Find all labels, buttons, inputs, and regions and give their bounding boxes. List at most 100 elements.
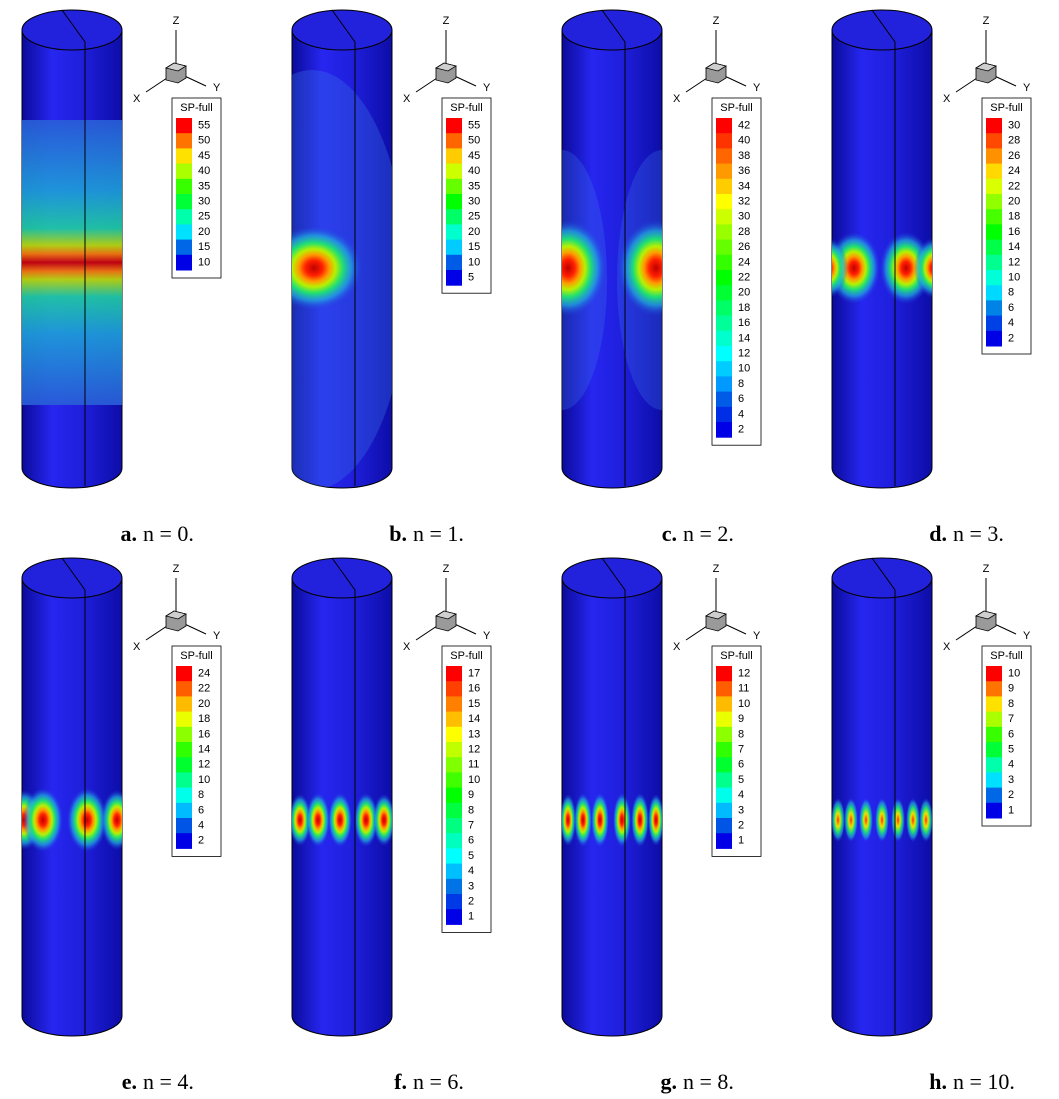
legend-swatch — [986, 118, 1002, 134]
legend-label: 22 — [738, 272, 750, 284]
contour-blob — [613, 793, 631, 847]
contour-halo — [562, 150, 607, 410]
seam-line — [871, 9, 896, 43]
cylinder-top — [831, 9, 933, 51]
legend-label: 2 — [1008, 332, 1014, 344]
cylinder-top — [21, 557, 123, 599]
axis-label: Z — [713, 563, 720, 575]
legend-title: SP-full — [180, 650, 212, 662]
legend-swatch — [716, 361, 732, 377]
legend-swatch — [986, 285, 1002, 301]
axis-label: Z — [173, 15, 180, 27]
cylinder-top — [291, 9, 393, 51]
legend-label: 9 — [1008, 683, 1014, 695]
legend-swatch — [176, 711, 192, 728]
legend-label: 6 — [1008, 728, 1014, 740]
axis-label: Z — [983, 563, 990, 575]
caption-text: n = 2. — [683, 521, 734, 546]
legend-label: 10 — [468, 774, 480, 786]
legend-label: 13 — [468, 728, 480, 740]
legend-swatch — [446, 787, 462, 804]
legend-swatch — [986, 133, 1002, 149]
legend-label: 22 — [198, 683, 210, 695]
legend-label: 55 — [468, 120, 480, 132]
legend-label: 15 — [198, 241, 210, 253]
legend-label: 3 — [468, 880, 474, 892]
legend-swatch — [446, 270, 462, 286]
caption-letter: c. — [662, 521, 677, 546]
legend-swatch — [176, 742, 192, 758]
legend-swatch — [446, 178, 462, 195]
legend-swatch — [986, 178, 1002, 195]
legend-label: 18 — [738, 302, 750, 314]
axis-label: X — [403, 93, 411, 105]
axis-cube-top — [704, 62, 728, 72]
legend-label: 8 — [468, 804, 474, 816]
legend-swatch — [716, 163, 732, 180]
legend-label: 2 — [738, 820, 744, 832]
seam-line — [871, 557, 896, 591]
legend-swatch — [446, 833, 462, 849]
seam-line — [331, 557, 356, 591]
legend-label: 14 — [738, 332, 750, 344]
legend-swatch — [716, 254, 732, 271]
legend-swatch — [176, 818, 192, 834]
legend-label: 5 — [1008, 744, 1014, 756]
legend-swatch — [176, 239, 192, 256]
contour-blob — [919, 798, 932, 842]
legend-swatch — [986, 742, 1002, 758]
legend-swatch — [986, 194, 1002, 210]
legend-swatch — [176, 802, 192, 819]
legend-label: 16 — [198, 728, 210, 740]
legend-label: 11 — [468, 759, 479, 771]
legend-swatch — [716, 742, 732, 758]
legend-label: 20 — [198, 698, 210, 710]
legend-swatch — [716, 666, 732, 682]
cylinder-top — [561, 9, 663, 51]
legend-label: 34 — [738, 180, 750, 192]
legend-swatch — [986, 315, 1002, 332]
legend-label: 14 — [1008, 241, 1020, 253]
legend-label: 5 — [468, 272, 474, 284]
legend-swatch — [446, 757, 462, 773]
legend-swatch — [176, 681, 192, 697]
legend-swatch — [446, 666, 462, 682]
legend-swatch — [716, 330, 732, 347]
contour-blob — [618, 220, 662, 316]
legend-label: 10 — [1008, 272, 1020, 284]
legend-swatch — [716, 696, 732, 713]
axis-label: X — [943, 93, 951, 105]
legend-title: SP-full — [990, 102, 1022, 114]
axis-label: X — [943, 641, 951, 653]
contour-blob — [591, 793, 609, 847]
legend-label: 30 — [198, 196, 210, 208]
contour-blob — [373, 794, 392, 846]
legend-swatch — [446, 194, 462, 210]
legend-label: 20 — [738, 287, 750, 299]
panel: Z Y X SP-full 30 28 26 24 22 20 18 16 14 12 10 8 6 4 2 d. n … — [831, 9, 1032, 546]
legend-swatch — [716, 757, 732, 773]
legend-label: 32 — [738, 196, 750, 208]
seam-line — [61, 557, 86, 591]
legend-label: 25 — [468, 211, 480, 223]
legend-label: 3 — [1008, 774, 1014, 786]
panel: ZYXSP-full424038363432302826242220181614… — [561, 9, 762, 546]
axis-label: Z — [713, 15, 720, 27]
contour-blob — [562, 220, 606, 316]
legend-swatch — [446, 118, 462, 134]
caption: b. n = 1. — [389, 521, 464, 546]
legend-swatch — [716, 300, 732, 317]
contour-blob — [875, 798, 889, 842]
legend-swatch — [986, 224, 1002, 241]
legend-swatch — [716, 346, 732, 362]
legend-label: 4 — [738, 789, 744, 801]
contour-blob — [914, 238, 932, 298]
contour-blob — [292, 794, 311, 846]
legend-label: 6 — [468, 835, 474, 847]
legend-swatch — [176, 833, 192, 849]
legend-label: 15 — [468, 241, 480, 253]
legend-swatch — [716, 270, 732, 286]
legend-swatch — [176, 178, 192, 195]
contour-blob — [844, 798, 858, 842]
legend-swatch — [176, 787, 192, 804]
